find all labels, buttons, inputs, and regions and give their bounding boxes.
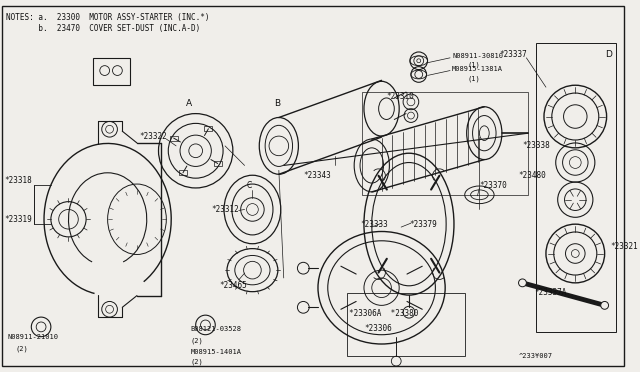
Text: *23338: *23338 xyxy=(522,141,550,150)
Bar xyxy=(205,126,212,131)
Text: (2): (2) xyxy=(191,337,204,344)
Text: *23306: *23306 xyxy=(364,324,392,333)
Text: C: C xyxy=(246,180,252,189)
Text: b.  23470  COVER SET-DUST (INC.A-D): b. 23470 COVER SET-DUST (INC.A-D) xyxy=(6,24,200,33)
Text: (2): (2) xyxy=(191,359,204,365)
Bar xyxy=(214,161,221,166)
Text: (2): (2) xyxy=(15,345,28,352)
Text: *23337: *23337 xyxy=(499,50,527,60)
Text: *23318: *23318 xyxy=(4,176,31,185)
Text: *23379: *23379 xyxy=(409,219,436,229)
Text: N08911-21010: N08911-21010 xyxy=(8,334,59,340)
Bar xyxy=(170,136,177,141)
Text: *23319: *23319 xyxy=(4,215,31,224)
Bar xyxy=(348,293,465,356)
Text: B: B xyxy=(274,99,280,108)
Text: A: A xyxy=(186,99,192,108)
Bar xyxy=(93,58,130,85)
Text: B08121-03528: B08121-03528 xyxy=(191,326,242,332)
Text: *23370: *23370 xyxy=(479,180,507,189)
Text: M08915-1381A: M08915-1381A xyxy=(452,65,503,71)
Text: *23343: *23343 xyxy=(303,171,331,180)
Text: *23312: *23312 xyxy=(211,205,239,214)
Text: NOTES: a.  23300  MOTOR ASSY-STARTER (INC.*): NOTES: a. 23300 MOTOR ASSY-STARTER (INC.… xyxy=(6,13,209,22)
Bar xyxy=(179,170,187,175)
Text: (1): (1) xyxy=(468,75,481,81)
Text: *23337A: *23337A xyxy=(534,288,566,297)
Circle shape xyxy=(601,301,609,309)
Bar xyxy=(362,92,529,195)
Text: N08911-30810: N08911-30810 xyxy=(452,53,503,59)
Text: ^233¥007: ^233¥007 xyxy=(518,353,552,359)
Text: *23310: *23310 xyxy=(387,93,414,102)
Text: *23465: *23465 xyxy=(219,281,247,290)
Text: *23333: *23333 xyxy=(360,219,388,229)
Text: (1): (1) xyxy=(468,61,481,68)
Text: *23322: *23322 xyxy=(139,132,166,141)
Text: *23321: *23321 xyxy=(611,242,638,251)
Text: *23306A  *23380: *23306A *23380 xyxy=(349,309,419,318)
Text: M08915-1401A: M08915-1401A xyxy=(191,349,242,355)
Text: D: D xyxy=(605,50,612,60)
Text: *23480: *23480 xyxy=(518,171,547,180)
Bar xyxy=(536,43,616,332)
Circle shape xyxy=(518,279,526,287)
